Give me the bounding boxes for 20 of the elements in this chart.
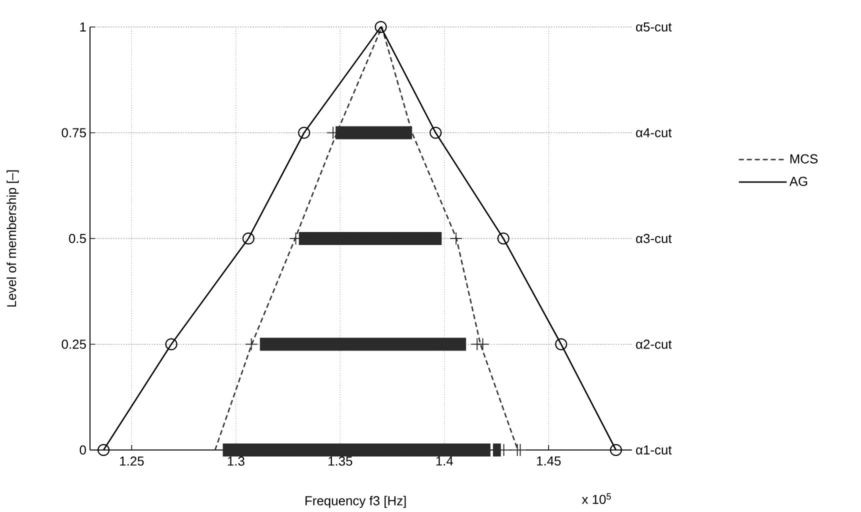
x-axis-title: Frequency f3 [Hz] [306,496,406,508]
ref-line-label: α5-cut [636,22,672,32]
legend-label: AG [789,176,808,186]
ref-line-label: α1-cut [636,445,672,455]
x-tick-label: 1.4 [436,456,454,466]
x-tick-label: 1.45 [537,456,561,466]
x-tick-label: 1.3 [228,456,244,466]
y-tick-label: 0 [80,445,86,455]
y-tick-label: 0.25 [62,340,86,349]
y-tick-label: 1 [80,22,86,32]
y-axis-title: Level of membership [–] [6,170,19,307]
y-tick-label: 0.5 [68,234,86,244]
x-tick-label: 1.35 [328,456,352,466]
ref-line-label: α4-cut [636,128,672,138]
ref-line-label: α3-cut [636,234,672,244]
y-tick-label: 0.75 [62,128,86,138]
legend-label: MCS [790,154,818,164]
ref-line-label: α2-cut [636,340,672,349]
x-tick-label: 1.25 [120,456,144,466]
text: x 10$^{5}$ [582,493,611,504]
